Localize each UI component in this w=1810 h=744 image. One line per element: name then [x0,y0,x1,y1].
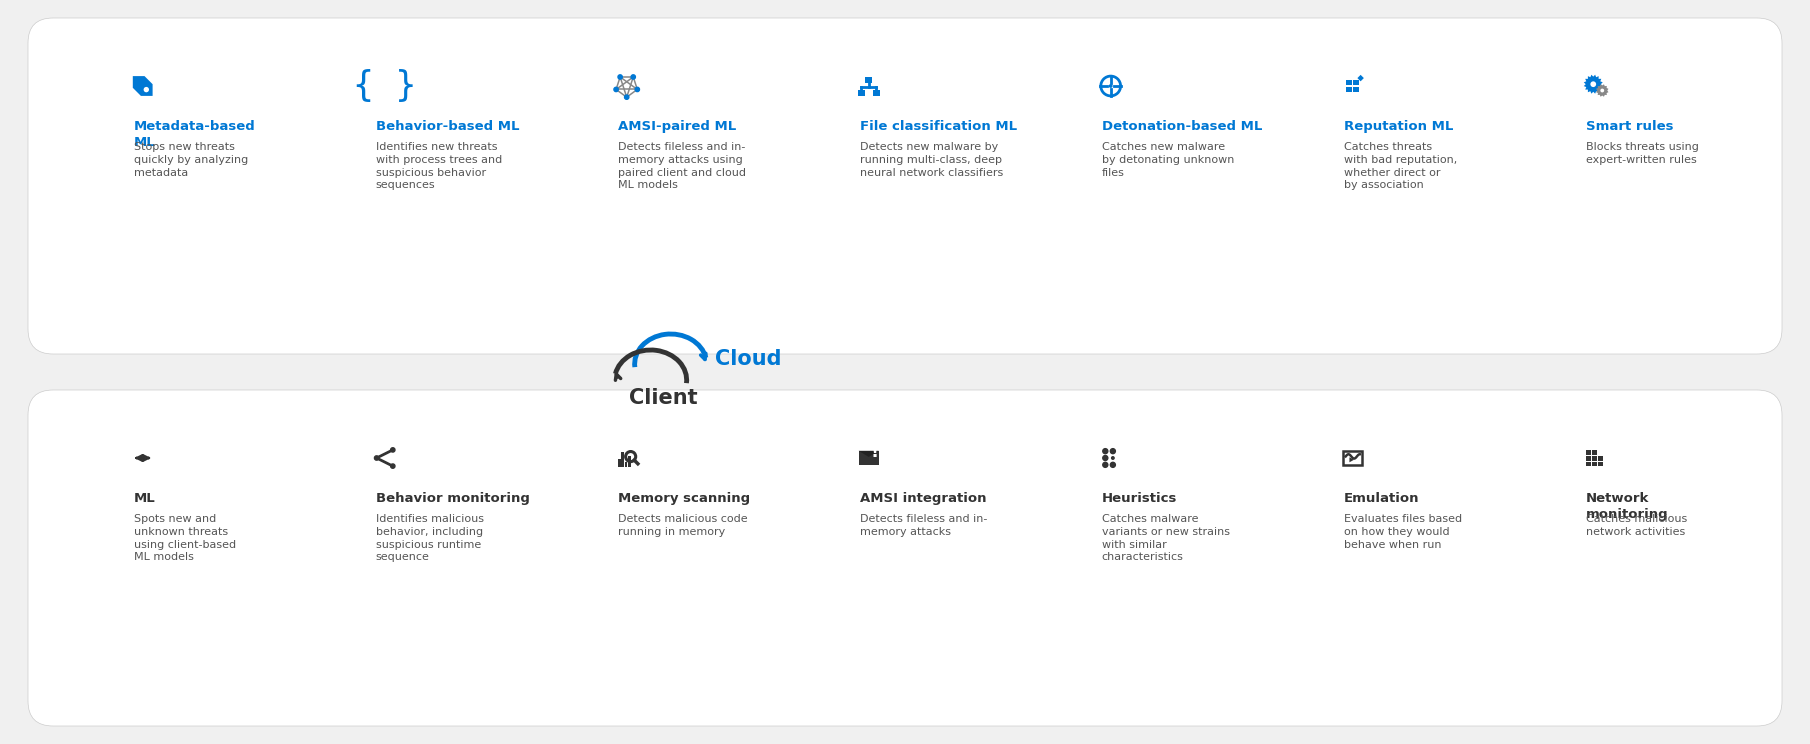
Text: Catches new malware
by detonating unknown
files: Catches new malware by detonating unknow… [1102,142,1234,178]
Circle shape [635,87,639,92]
Circle shape [141,457,143,459]
FancyBboxPatch shape [27,390,1783,726]
Circle shape [1102,462,1108,467]
Text: ML: ML [134,492,156,505]
Bar [1354,86,1359,92]
Polygon shape [1584,74,1602,94]
Bar [1593,461,1596,466]
Circle shape [1102,449,1108,454]
Circle shape [1111,457,1115,459]
Bar [1347,80,1352,86]
Circle shape [1591,81,1596,87]
Circle shape [143,87,148,92]
Circle shape [614,87,619,92]
Text: Reputation ML: Reputation ML [1343,120,1453,133]
Text: Metadata-based
ML: Metadata-based ML [134,120,255,149]
Bar [624,461,628,467]
FancyBboxPatch shape [27,18,1783,354]
Bar [1593,456,1596,461]
Text: Cloud: Cloud [715,349,782,369]
Bar [1586,450,1591,455]
Text: Detonation-based ML: Detonation-based ML [1102,120,1262,133]
Bar [1347,86,1352,92]
Polygon shape [1596,84,1609,97]
Text: { }: { } [353,69,416,103]
Circle shape [1110,462,1115,467]
Text: !: ! [871,443,878,461]
Polygon shape [1358,75,1365,81]
Text: Identifies malicious
behavior, including
suspicious runtime
sequence: Identifies malicious behavior, including… [376,514,483,562]
Bar [628,456,632,467]
Text: Detects fileless and in-
memory attacks using
paired client and cloud
ML models: Detects fileless and in- memory attacks … [617,142,746,190]
Text: Memory scanning: Memory scanning [617,492,749,505]
Bar [617,459,621,467]
Circle shape [1600,89,1604,92]
Circle shape [391,448,395,452]
Circle shape [624,95,628,99]
Circle shape [143,457,145,459]
Text: AMSI-paired ML: AMSI-paired ML [617,120,737,133]
Bar [865,77,872,83]
Text: Heuristics: Heuristics [1102,492,1176,505]
Text: Behavior monitoring: Behavior monitoring [376,492,530,505]
Bar [858,451,880,465]
Text: Identifies new threats
with process trees and
suspicious behavior
sequences: Identifies new threats with process tree… [376,142,501,190]
Text: AMSI integration: AMSI integration [860,492,986,505]
Polygon shape [1350,458,1354,462]
Text: Emulation: Emulation [1343,492,1419,505]
Polygon shape [858,451,880,457]
Circle shape [1102,455,1108,461]
Text: File classification ML: File classification ML [860,120,1017,133]
Text: Stops new threats
quickly by analyzing
metadata: Stops new threats quickly by analyzing m… [134,142,248,178]
Circle shape [632,75,635,79]
Text: Network
monitoring: Network monitoring [1586,492,1669,521]
Polygon shape [132,76,152,96]
Bar [1598,456,1602,461]
Circle shape [141,457,143,459]
Text: Evaluates files based
on how they would
behave when run: Evaluates files based on how they would … [1343,514,1462,550]
Circle shape [375,456,378,460]
Bar [1343,451,1363,465]
Text: Catches threats
with bad reputation,
whether direct or
by association: Catches threats with bad reputation, whe… [1343,142,1457,190]
Circle shape [391,464,395,468]
Bar [1593,450,1596,455]
Circle shape [617,75,623,79]
Text: Detects fileless and in-
memory attacks: Detects fileless and in- memory attacks [860,514,986,537]
Text: Behavior-based ML: Behavior-based ML [376,120,519,133]
Text: Detects new malware by
running multi-class, deep
neural network classifiers: Detects new malware by running multi-cla… [860,142,1003,178]
Bar [872,90,880,96]
Bar [1586,461,1591,466]
Bar [621,452,624,467]
Circle shape [1110,85,1111,87]
Text: Spots new and
unknown threats
using client-based
ML models: Spots new and unknown threats using clie… [134,514,235,562]
Bar [1354,80,1359,86]
Text: Client: Client [628,388,697,408]
Bar [858,90,865,96]
Text: Catches malware
variants or new strains
with similar
characteristics: Catches malware variants or new strains … [1102,514,1229,562]
Circle shape [1110,449,1115,454]
Bar [1586,456,1591,461]
Text: Blocks threats using
expert-written rules: Blocks threats using expert-written rule… [1586,142,1698,165]
Text: Detects malicious code
running in memory: Detects malicious code running in memory [617,514,748,537]
Text: Smart rules: Smart rules [1586,120,1672,133]
Text: Catches malicious
network activities: Catches malicious network activities [1586,514,1687,537]
Bar [1598,461,1602,466]
